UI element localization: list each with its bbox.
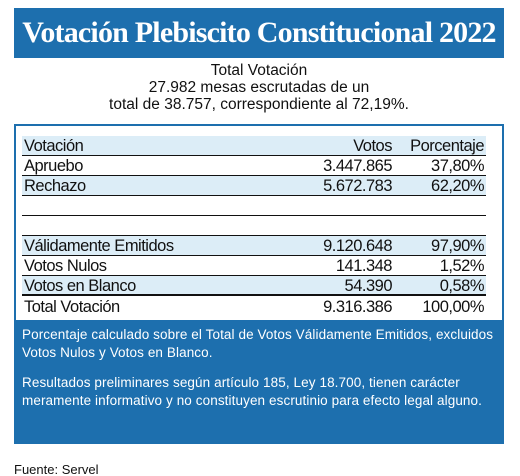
row-votes: 54.390 (344, 277, 393, 295)
row-pct: 1,52% (439, 257, 485, 275)
table-row-votos-en-blanco: Votos en Blanco 54.390 0,58% (22, 276, 486, 296)
note-percentage: Porcentaje calculado sobre el Total de V… (22, 327, 494, 360)
table-row-validamente-emitidos: Válidamente Emitidos 9.120.648 97,90% (22, 236, 486, 256)
row-label: Votos en Blanco (24, 277, 136, 295)
blank-row (22, 196, 486, 216)
row-votes: 5.672.783 (323, 177, 392, 195)
summary-heading: Total Votación (210, 62, 308, 79)
row-pct: 37,80% (431, 157, 484, 175)
header-porcentaje: Porcentaje (410, 137, 484, 155)
source-note: Fuente: Servel (14, 462, 99, 476)
title-banner: Votación Plebiscito Constitucional 2022 (14, 8, 504, 58)
row-votes: 141.348 (335, 257, 393, 275)
note-preliminary: Resultados preliminares según artículo 1… (22, 375, 482, 408)
row-pct: 0,58% (439, 277, 485, 295)
row-label: Rechazo (24, 177, 86, 195)
row-pct: 100,00% (422, 298, 484, 316)
row-votes: 9.120.648 (323, 237, 392, 255)
table-row-votos-nulos: Votos Nulos 141.348 1,52% (22, 256, 486, 276)
blank-row (22, 216, 486, 236)
row-label: Apruebo (24, 157, 83, 175)
table-row-rechazo: Rechazo 5.672.783 62,20% (22, 176, 486, 196)
results-table: Votación Votos Porcentaje Apruebo 3.447.… (14, 124, 504, 320)
summary-total: total de 38.757, correspondiente al 72,1… (109, 96, 409, 113)
header-votos: Votos (353, 137, 392, 155)
row-votes: 3.447.865 (323, 157, 392, 175)
summary-block: Total Votación 27.982 mesas escrutadas d… (14, 62, 504, 113)
row-label: Votos Nulos (24, 257, 107, 275)
row-label: Válidamente Emitidos (24, 237, 174, 255)
row-pct: 62,20% (431, 177, 484, 195)
row-votes: 9.316.386 (323, 298, 392, 316)
row-label: Total Votación (24, 298, 120, 316)
table-row-apruebo: Apruebo 3.447.865 37,80% (22, 156, 486, 176)
table-row-total-votacion: Total Votación 9.316.386 100,00% (22, 297, 486, 317)
table-header-row: Votación Votos Porcentaje (22, 136, 486, 156)
row-pct: 97,90% (431, 237, 484, 255)
summary-mesas: 27.982 mesas escrutadas de un (148, 79, 370, 96)
header-votacion: Votación (24, 137, 84, 155)
notes-box: Porcentaje calculado sobre el Total de V… (14, 320, 504, 444)
page-title: Votación Plebiscito Constitucional 2022 (22, 16, 496, 49)
